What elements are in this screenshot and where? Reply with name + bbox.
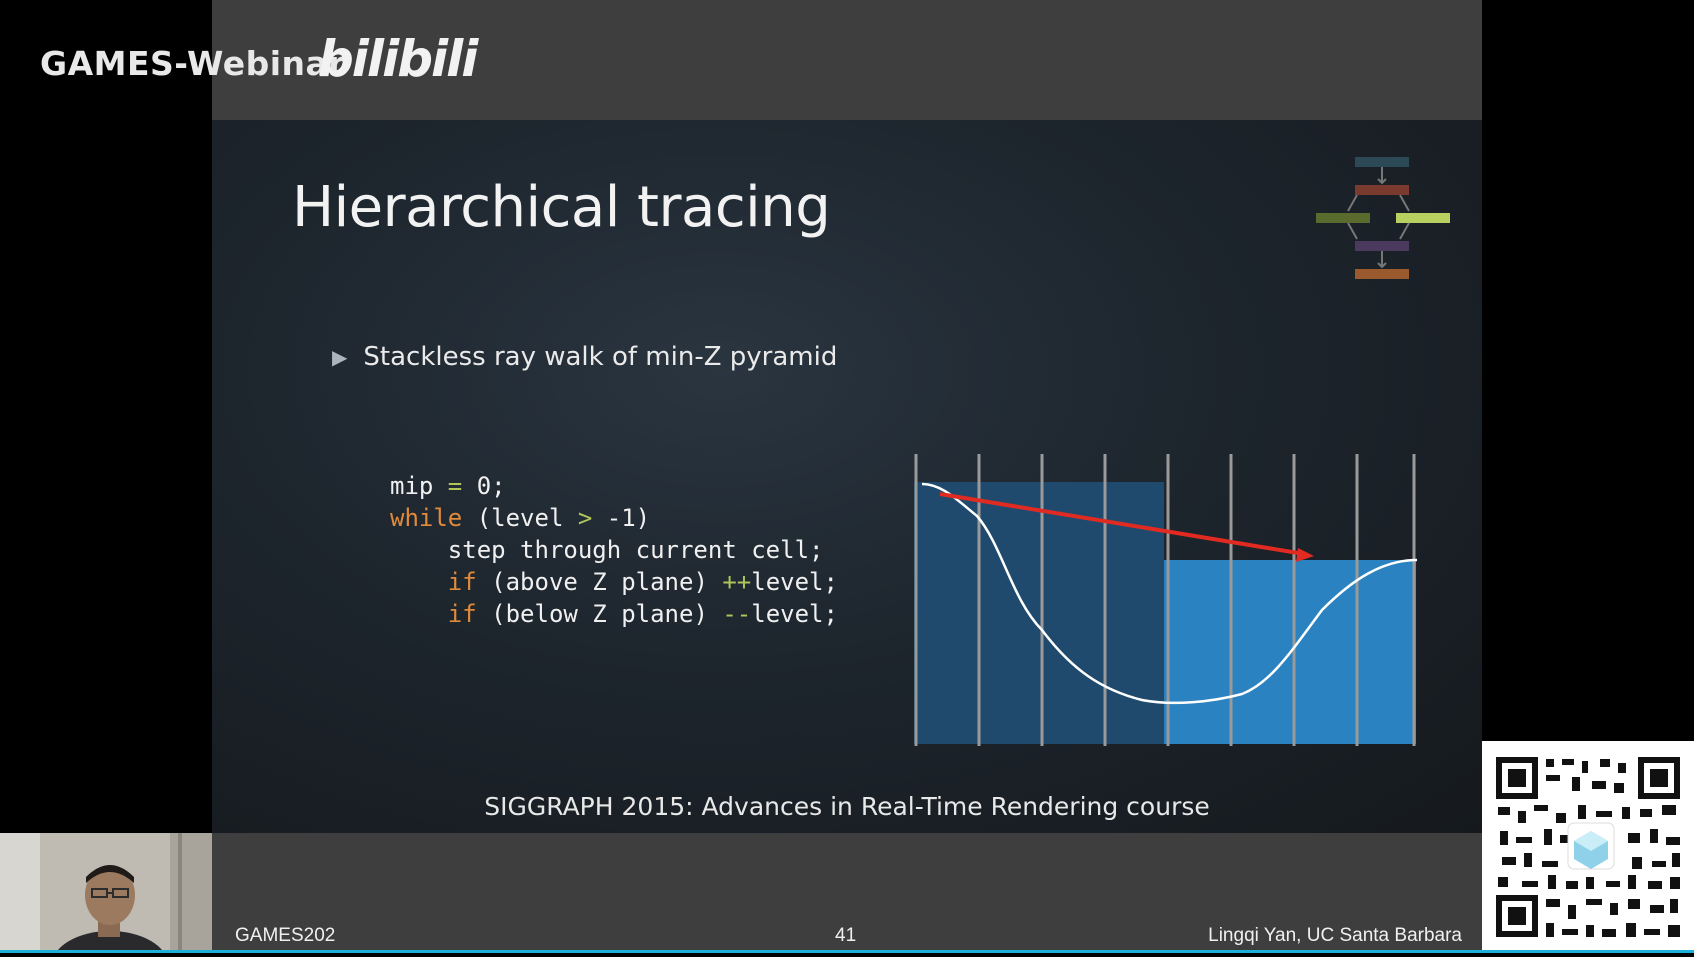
code-token: (above Z plane) (476, 568, 723, 596)
code-token: level; (751, 600, 838, 628)
min-z-pyramid-diagram (914, 454, 1418, 746)
top-bar (212, 0, 1482, 120)
code-line: if (below Z plane) --level; (390, 598, 838, 630)
code-token (390, 600, 448, 628)
code-token: if (447, 600, 477, 628)
course-name: GAMES202 (235, 925, 336, 946)
slide-title: Hierarchical tracing (292, 175, 831, 240)
bullet-item: ▶ Stackless ray walk of min-Z pyramid (332, 342, 837, 372)
bottom-bar: GAMES202 41 Lingqi Yan, UC Santa Barbara (212, 833, 1482, 953)
webcam-feed (0, 833, 212, 953)
code-token: level; (751, 568, 838, 596)
code-token: (below Z plane) (476, 600, 723, 628)
code-token: > (577, 504, 593, 532)
code-token: ++ (722, 568, 752, 596)
code-token (390, 568, 448, 596)
code-line: mip = 0; (390, 470, 838, 502)
triangle-right-icon: ▶ (332, 345, 348, 369)
code-token: if (447, 568, 477, 596)
slide: Hierarchical tracing ▶ Stackless ray wal… (212, 120, 1482, 833)
presenter-avatar (0, 833, 212, 953)
code-token: mip (390, 472, 448, 500)
brand-title: GAMES-Webinar (40, 44, 346, 83)
bullet-text: Stackless ray walk of min-Z pyramid (363, 342, 838, 372)
page-number: 41 (835, 925, 857, 946)
code-line: step through current cell; (390, 534, 838, 566)
code-line: while (level > -1) (390, 502, 838, 534)
code-token: step through current cell; (390, 536, 824, 564)
qr-code-icon (1482, 741, 1694, 953)
code-token: -- (722, 600, 752, 628)
code-line: if (above Z plane) ++level; (390, 566, 838, 598)
code-block: mip = 0; while (level > -1) step through … (390, 470, 838, 630)
citation: SIGGRAPH 2015: Advances in Real-Time Ren… (484, 792, 1210, 821)
bilibili-logo: bilibili (318, 30, 478, 88)
code-token: 0; (462, 472, 506, 500)
pipeline-diagram-icon (1316, 157, 1450, 279)
code-token: = (447, 472, 463, 500)
progress-line (0, 950, 1694, 953)
code-token: (level (462, 504, 578, 532)
code-token: while (390, 504, 463, 532)
code-token: -1) (592, 504, 651, 532)
author-label: Lingqi Yan, UC Santa Barbara (1208, 925, 1462, 946)
